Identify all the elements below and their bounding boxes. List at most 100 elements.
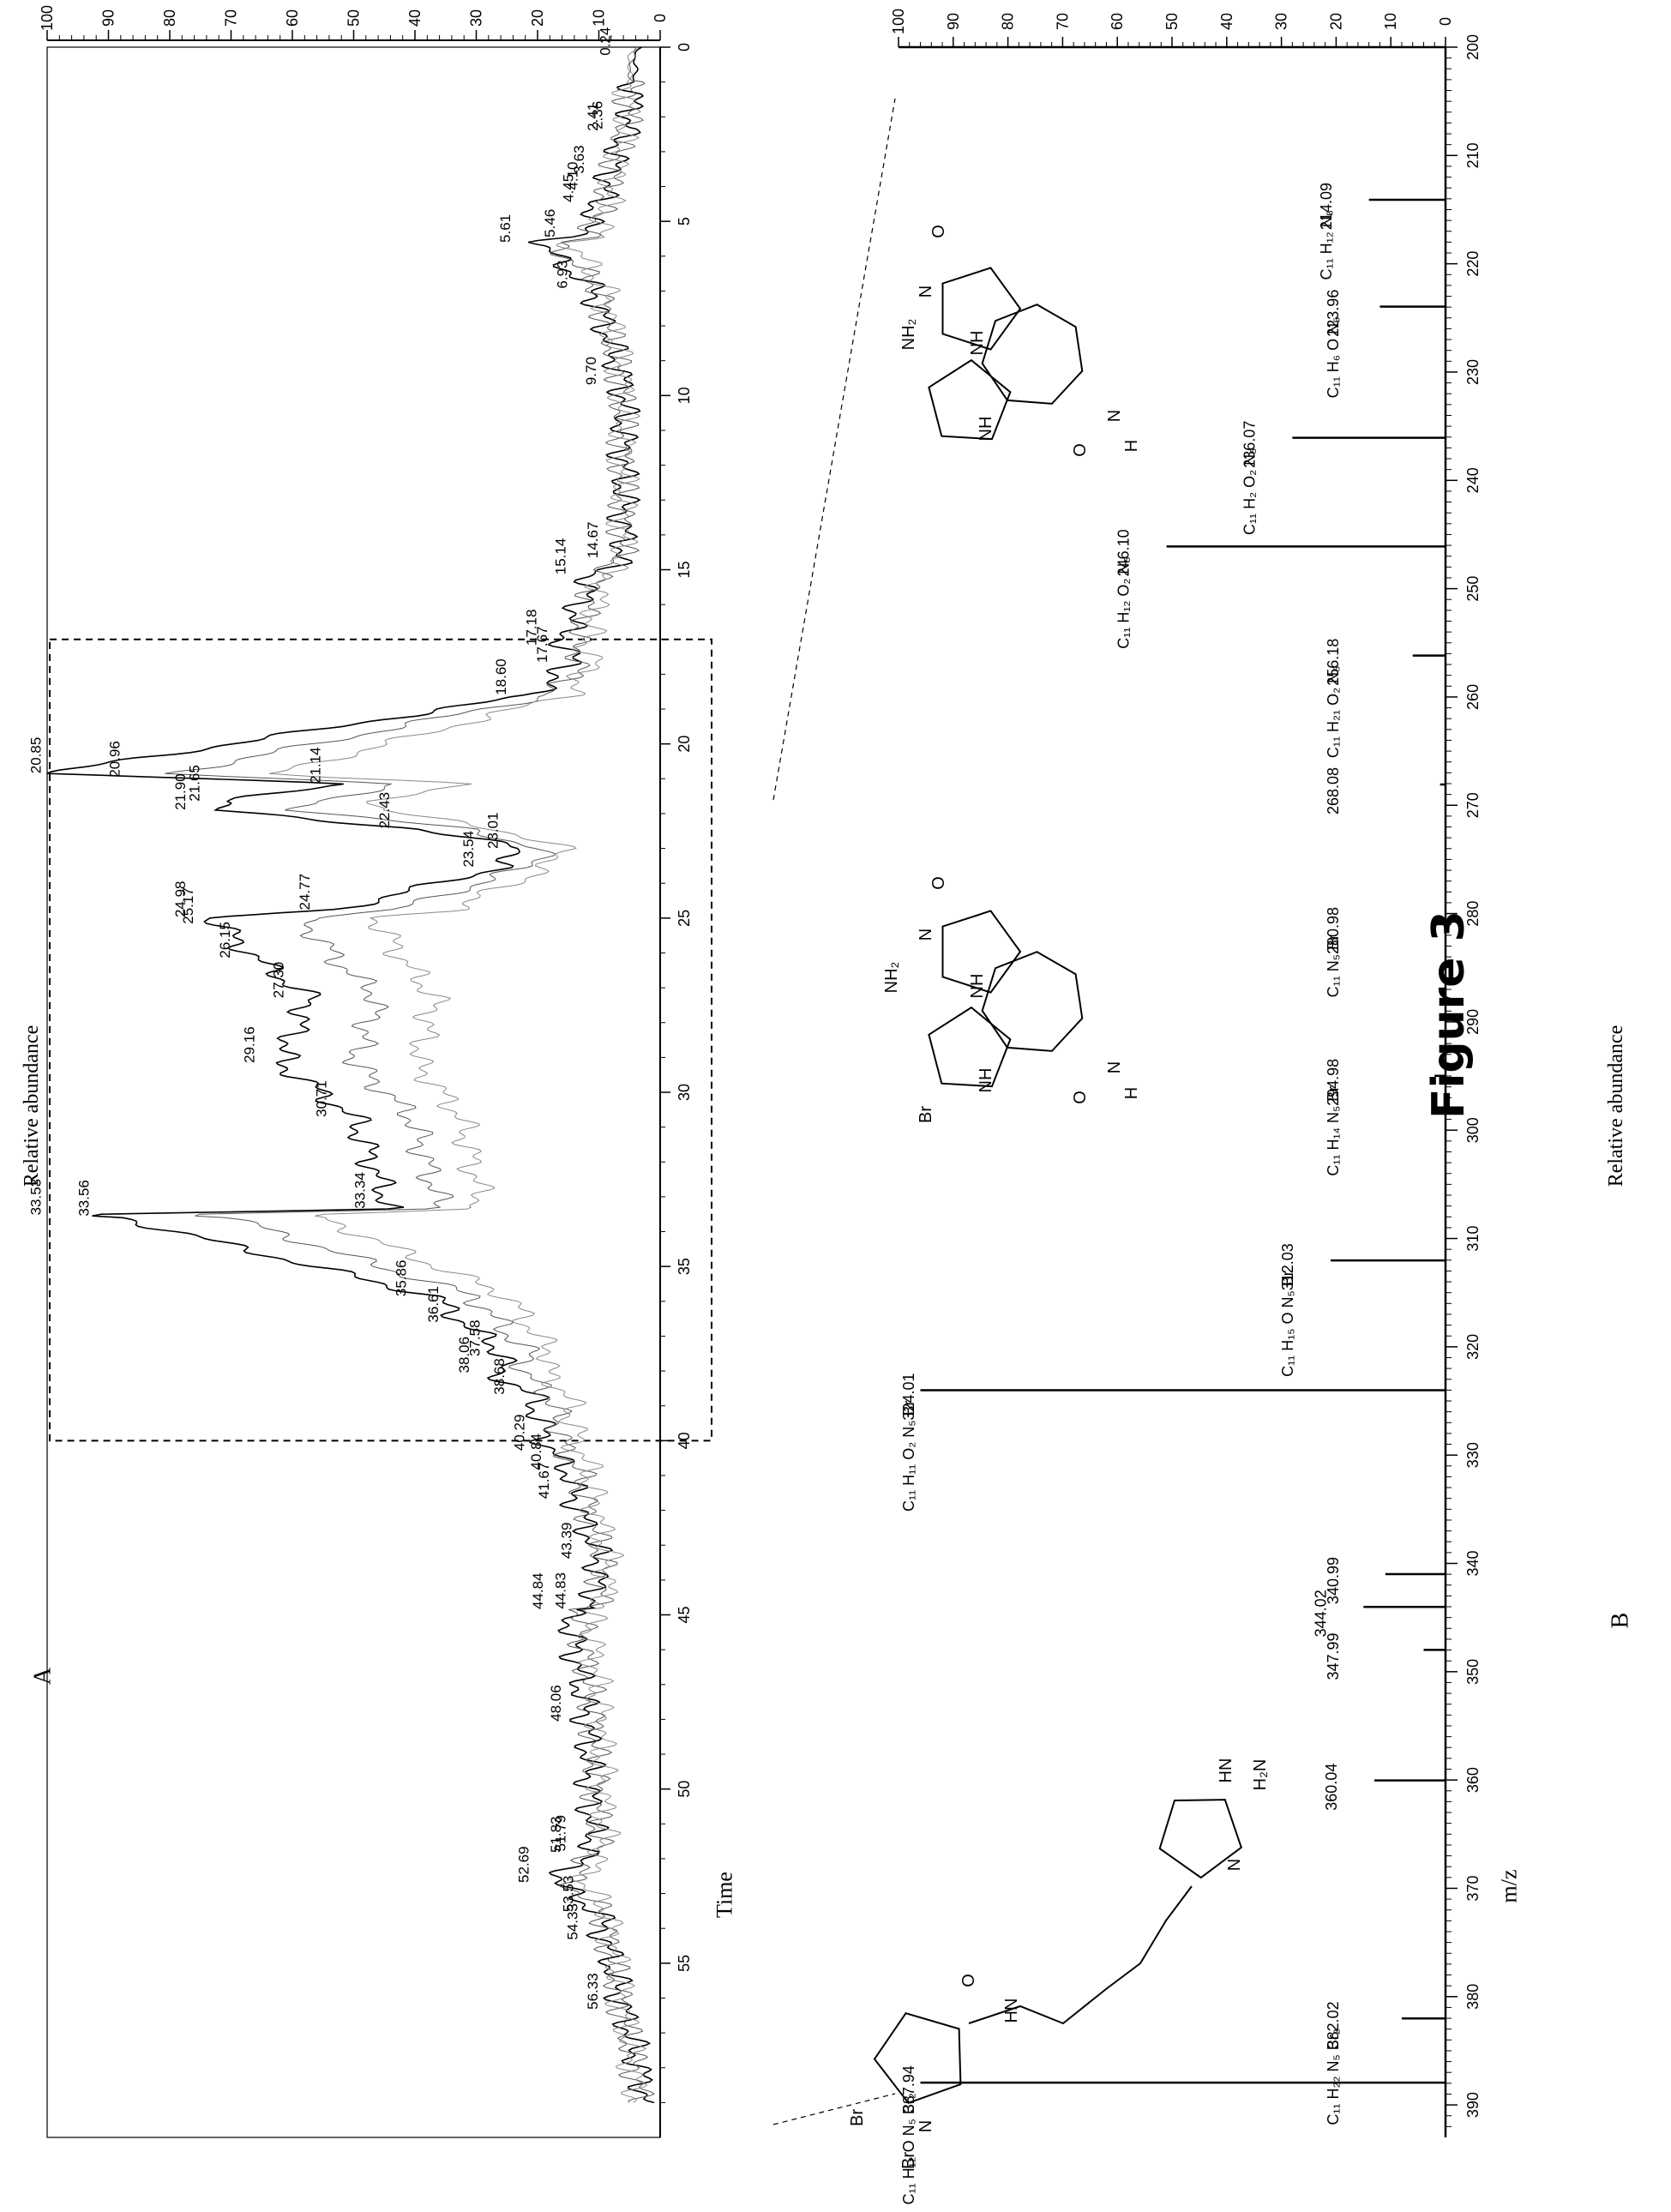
structure-atom-label: HN [1002,1999,1021,2023]
panel-b-peak-formula-label: C₁₁ N₅ Br [1325,935,1342,997]
panel-b-x-tick-label: 210 [1464,142,1482,168]
panel-b-label: B [1608,1613,1634,1629]
structure-atom-label: NH [977,417,995,442]
panel-b-ylabel: Relative abundance [1605,1025,1627,1187]
panel-b-peak-mz-label: 344.02 [1312,1590,1329,1637]
structure-1-ring-azepinone [983,304,1083,404]
panel-a-peak-label: 33.53 [28,1179,45,1216]
panel-b-y-tick-label: 80 [1000,13,1017,30]
panel-b-y-tick-label: 70 [1054,13,1071,30]
panel-a-peak-label: 30.71 [314,1080,330,1117]
panel-a-peak-label: 6.93 [554,260,570,288]
panel-b-peak-formula-label: C₁₁ H₂₂ N₅ Br₂ [1325,2029,1342,2125]
zoom-guide-lines [773,99,895,2125]
panel-a-peak-label: 54.33 [565,1903,581,1940]
panel-a-x-tick-label: 25 [676,910,693,927]
panel-b-y-tick-label: 90 [945,13,962,30]
panel-b-y-tick-label: 30 [1273,13,1290,30]
panel-a-peak-label: 26.15 [217,922,233,959]
panel-b-y-tick-label: 0 [1437,17,1454,26]
panel-a-peak-label: 41.67 [536,1463,552,1500]
panel-b-peak-formula-label: C₁₁ H₂₁ O₂ N₅ [1325,666,1342,758]
panel-a-peak-label: 33.34 [352,1172,368,1209]
panel-b-x-tick-label: 390 [1464,2092,1482,2118]
panel-a-peak-label: 18.60 [493,658,509,695]
panel-a-peak-label: 22.43 [376,792,393,829]
panel-b-x-tick-label: 320 [1464,1334,1482,1360]
panel-b-y-tick-label: 10 [1382,13,1399,30]
panel-b-x-tick-label: 230 [1464,359,1482,385]
panel-a-peak-label: 35.86 [394,1260,410,1297]
panel-a-chromatogram: 0102030405060708090100051015202530354045… [21,5,737,2137]
panel-b-x-tick-label: 360 [1464,1767,1482,1793]
panel-a-peak-label: 0.24 [597,27,613,56]
structure-2-ring-azepinone [983,952,1083,1051]
panel-a-peak-label: 23.54 [460,831,477,868]
panel-b-x-tick-label: 300 [1464,1117,1482,1143]
structure-atom-label: N [917,929,935,941]
panel-a-y-tick-label: 30 [468,9,485,27]
panel-a-trace-3 [269,47,646,2102]
structure-atom-label: HN [1217,1758,1235,1783]
panel-a-peak-label: 15.14 [552,538,568,575]
panel-a-peak-label: 40.29 [511,1415,527,1452]
panel-b-x-tick-label: 240 [1464,467,1482,493]
structure-2: ONNH₂NHBrNHONH [882,876,1141,1123]
panel-b-x-tick-label: 330 [1464,1442,1482,1468]
panel-a-y-tick-label: 40 [406,9,424,27]
structure-atom-label: N [1105,410,1124,422]
panel-a-x-tick-label: 15 [676,561,693,578]
structure-1-ring-pyrrole [929,360,1010,439]
panel-a-peak-label: 17.67 [534,626,550,663]
panel-a-peak-label: 44.83 [552,1572,568,1609]
panel-a-peak-label: 56.33 [585,1973,601,2010]
panel-a-peak-label: 20.96 [106,741,123,778]
panel-a-peak-label: 21.65 [186,765,202,802]
panel-a-peak-label: 2.41 [585,103,601,131]
panel-a-peak-label: 27.30 [271,962,287,999]
panel-b-y-tick-label: 50 [1163,13,1181,30]
panel-a-y-tick-label: 70 [223,9,240,27]
panel-a-peak-label: 24.77 [297,874,313,911]
structure-1: ONNH₂NHNHONH [899,225,1141,457]
panel-b-x-tick-label: 310 [1464,1226,1482,1252]
panel-b-peak-mz-label: 347.99 [1325,1632,1342,1680]
panel-a-y-tick-label: 100 [39,5,56,31]
panel-a-peak-label: 21.90 [172,773,189,810]
panel-a-peak-label: 23.01 [485,812,502,849]
structure-atom-label: N [1105,1061,1124,1073]
panel-a-ylabel: Relative abundance [21,1025,43,1187]
panel-b-peak-formula-label: C₁₁ H₁₁ O₂ N₅ Br [900,1401,917,1512]
panel-b-x-tick-label: 350 [1464,1659,1482,1685]
panel-a-x-tick-label: 20 [676,736,693,753]
panel-a-x-tick-label: 30 [676,1084,693,1101]
panel-a-peak-label: 44.84 [530,1572,546,1609]
structure-atom-label: N [1225,1859,1244,1871]
panel-b-peak-formula-label: C₁₁ H₂ O₂ N₅ [1241,448,1258,535]
structure-atom-label: NH [977,1068,995,1093]
panel-a-peak-label: 9.70 [583,357,599,385]
panel-a-y-tick-label: 0 [652,14,669,22]
structure-atom-label: Br [899,2152,918,2169]
panel-a-y-tick-label: 60 [284,9,301,27]
structure-atom-label: O [929,225,948,238]
panel-a-peak-label: 38.68 [491,1358,508,1395]
structure-atom-label: O [929,876,948,890]
panel-a-y-tick-label: 50 [346,9,363,27]
panel-a-x-tick-label: 45 [676,1606,693,1623]
panel-a-trace-2 [165,47,654,2102]
panel-b-xlabel: m/z [1497,1870,1522,1903]
structure-atom-label: NH [968,331,987,356]
panel-a-x-tick-label: 5 [676,217,693,225]
panel-a-y-tick-label: 10 [591,9,608,27]
structure-atom-label: O [1071,1091,1090,1104]
panel-a-peak-label: 38.06 [456,1337,472,1373]
panel-b-x-tick-label: 380 [1464,1984,1482,2010]
panel-b-peak-mz-label: 360.04 [1323,1764,1340,1811]
panel-a-peak-label: 25.17 [180,887,196,924]
panel-a-peak-label: 20.85 [28,737,45,774]
panel-a-selection-box [50,640,712,1441]
panel-b-x-tick-label: 220 [1464,251,1482,277]
